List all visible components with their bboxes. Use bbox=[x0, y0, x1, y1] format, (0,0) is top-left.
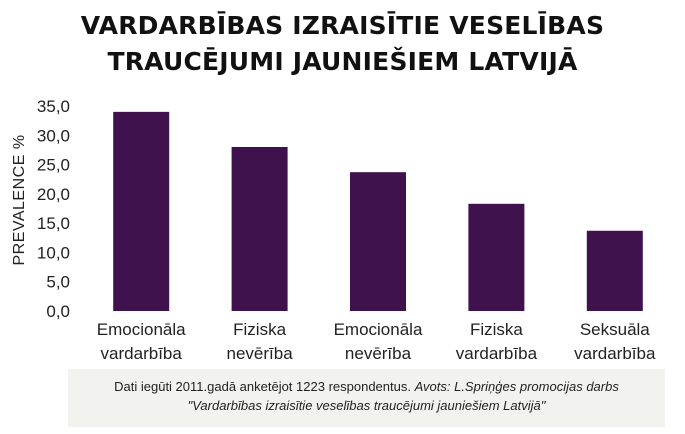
x-tick-label: nevērība bbox=[227, 344, 294, 363]
bar bbox=[231, 147, 288, 311]
x-tick-label: vardarbība bbox=[101, 344, 183, 363]
y-tick-label: 20,0 bbox=[37, 185, 70, 204]
x-tick-label: Seksuāla bbox=[580, 320, 650, 339]
x-tick-label: Emocionāla bbox=[97, 320, 186, 339]
footnote-source-title: "Vardarbības izraisītie veselības traucē… bbox=[187, 398, 546, 413]
bar bbox=[113, 111, 170, 311]
footnote-source: Avots: L.Spriņģes promocijas darbs bbox=[414, 379, 619, 394]
x-tick-label: Fiziska bbox=[470, 320, 523, 339]
chart-title: VARDARBĪBAS IZRAISĪTIE VESELĪBAS TRAUCĒJ… bbox=[0, 8, 685, 80]
chart-title-line-1: VARDARBĪBAS IZRAISĪTIE VESELĪBAS bbox=[80, 11, 605, 40]
x-tick-label: Fiziska bbox=[233, 320, 286, 339]
y-tick-label: 15,0 bbox=[37, 214, 70, 233]
x-tick-label: vardarbība bbox=[574, 344, 656, 363]
x-tick-label: nevērība bbox=[345, 344, 412, 363]
x-tick-label: vardarbība bbox=[456, 344, 538, 363]
y-tick-label: 10,0 bbox=[37, 243, 70, 262]
footnote-line-2: "Vardarbības izraisītie veselības traucē… bbox=[78, 396, 655, 415]
y-tick-label: 35,0 bbox=[37, 97, 70, 116]
footnote: Dati iegūti 2011.gadā anketējot 1223 res… bbox=[68, 369, 665, 427]
footnote-line-1: Dati iegūti 2011.gadā anketējot 1223 res… bbox=[78, 377, 655, 396]
bar bbox=[468, 203, 525, 311]
x-tick-label: Emocionāla bbox=[334, 320, 423, 339]
bar bbox=[586, 230, 643, 311]
y-axis-label: PREVALENCE % bbox=[11, 134, 28, 265]
y-tick-label: 0,0 bbox=[46, 302, 70, 321]
bar-chart: 0,0 5,0 10,0 15,0 20,0 25,0 30,0 35,0 PREVALENCE… bbox=[11, 97, 656, 363]
y-tick-label: 30,0 bbox=[37, 126, 70, 145]
footnote-plain: Dati iegūti 2011.gadā anketējot 1223 res… bbox=[114, 379, 411, 394]
y-tick-label: 25,0 bbox=[37, 156, 70, 175]
bar bbox=[350, 172, 406, 311]
chart-title-line-2: TRAUCĒJUMI JAUNIEŠIEM LATVIJĀ bbox=[107, 47, 578, 76]
y-tick-label: 5,0 bbox=[46, 273, 70, 292]
